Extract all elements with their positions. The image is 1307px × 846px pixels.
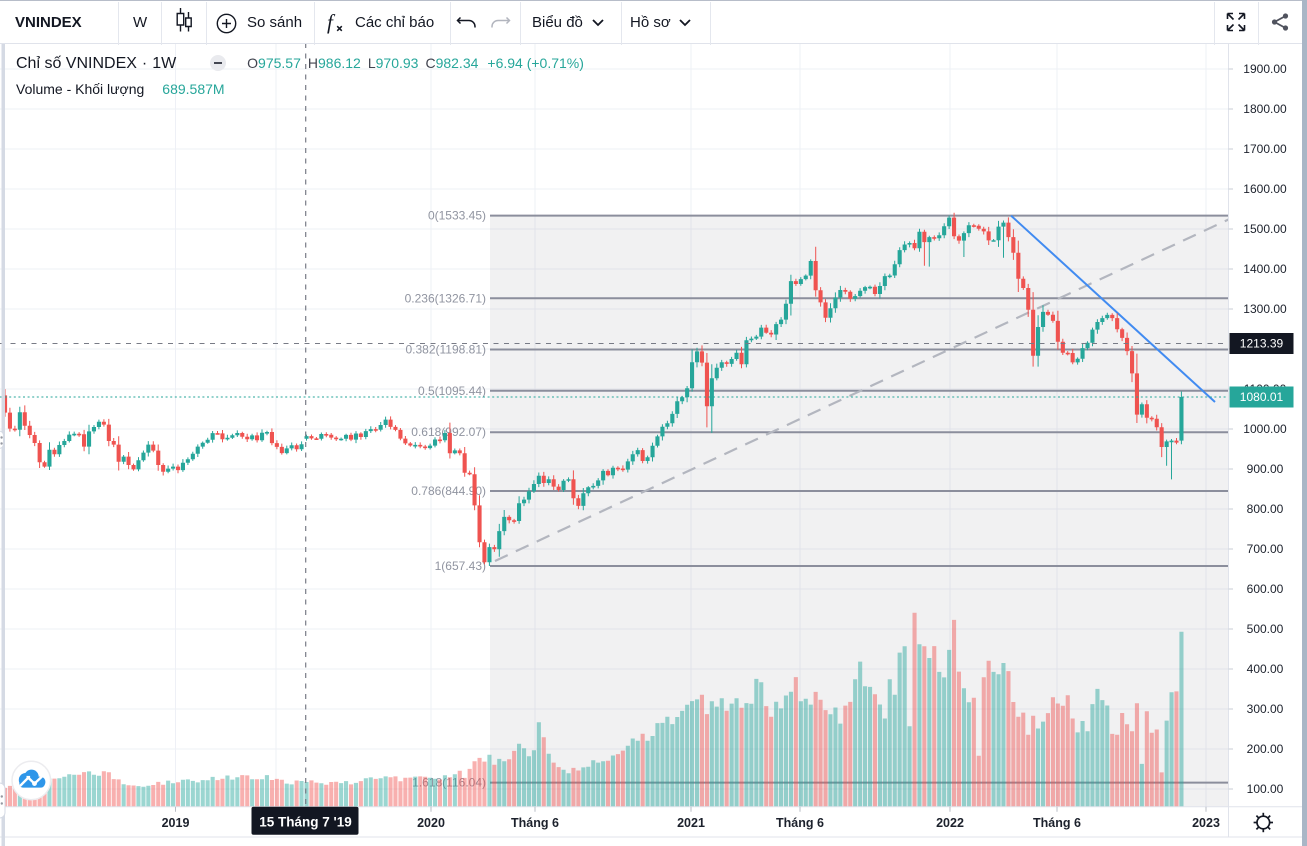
svg-text:900.00: 900.00 — [1247, 462, 1284, 476]
svg-text:1700.00: 1700.00 — [1243, 142, 1287, 156]
svg-text:0.382(1198.81): 0.382(1198.81) — [405, 343, 486, 357]
svg-text:2019: 2019 — [162, 816, 190, 830]
svg-text:1800.00: 1800.00 — [1243, 102, 1287, 116]
svg-text:Tháng 6: Tháng 6 — [1033, 816, 1081, 830]
svg-text:0.618(992.07): 0.618(992.07) — [411, 425, 486, 439]
svg-text:1400.00: 1400.00 — [1243, 262, 1287, 276]
svg-text:2021: 2021 — [677, 816, 705, 830]
svg-text:1.618(116.04): 1.618(116.04) — [412, 776, 486, 790]
svg-text:1000.00: 1000.00 — [1243, 422, 1287, 436]
svg-text:0.236(1326.71): 0.236(1326.71) — [405, 291, 486, 305]
svg-text:1900.00: 1900.00 — [1243, 62, 1287, 76]
svg-text:500.00: 500.00 — [1247, 622, 1284, 636]
svg-text:100.00: 100.00 — [1247, 782, 1284, 796]
svg-text:800.00: 800.00 — [1247, 502, 1284, 516]
svg-text:400.00: 400.00 — [1247, 662, 1284, 676]
svg-text:700.00: 700.00 — [1247, 542, 1284, 556]
svg-text:1600.00: 1600.00 — [1243, 182, 1287, 196]
svg-text:f: f — [327, 10, 336, 34]
svg-text:Tháng 6: Tháng 6 — [776, 816, 824, 830]
svg-text:0.5(1095.44): 0.5(1095.44) — [418, 384, 486, 398]
svg-text:0.786(844.90): 0.786(844.90) — [411, 484, 486, 498]
svg-text:1500.00: 1500.00 — [1243, 222, 1287, 236]
svg-text:1080.01: 1080.01 — [1240, 390, 1284, 404]
svg-text:Tháng 6: Tháng 6 — [511, 816, 559, 830]
svg-text:600.00: 600.00 — [1247, 582, 1284, 596]
svg-text:1300.00: 1300.00 — [1243, 302, 1287, 316]
svg-text:2023: 2023 — [1192, 816, 1220, 830]
svg-text:15 Tháng 7 '19: 15 Tháng 7 '19 — [259, 815, 352, 830]
svg-text:2022: 2022 — [936, 816, 964, 830]
svg-text:300.00: 300.00 — [1247, 702, 1284, 716]
svg-text:1213.39: 1213.39 — [1240, 337, 1284, 351]
svg-text:2020: 2020 — [417, 816, 445, 830]
svg-text:200.00: 200.00 — [1247, 742, 1284, 756]
svg-text:1(657.43): 1(657.43) — [435, 559, 486, 573]
svg-text:0(1533.45): 0(1533.45) — [428, 209, 486, 223]
